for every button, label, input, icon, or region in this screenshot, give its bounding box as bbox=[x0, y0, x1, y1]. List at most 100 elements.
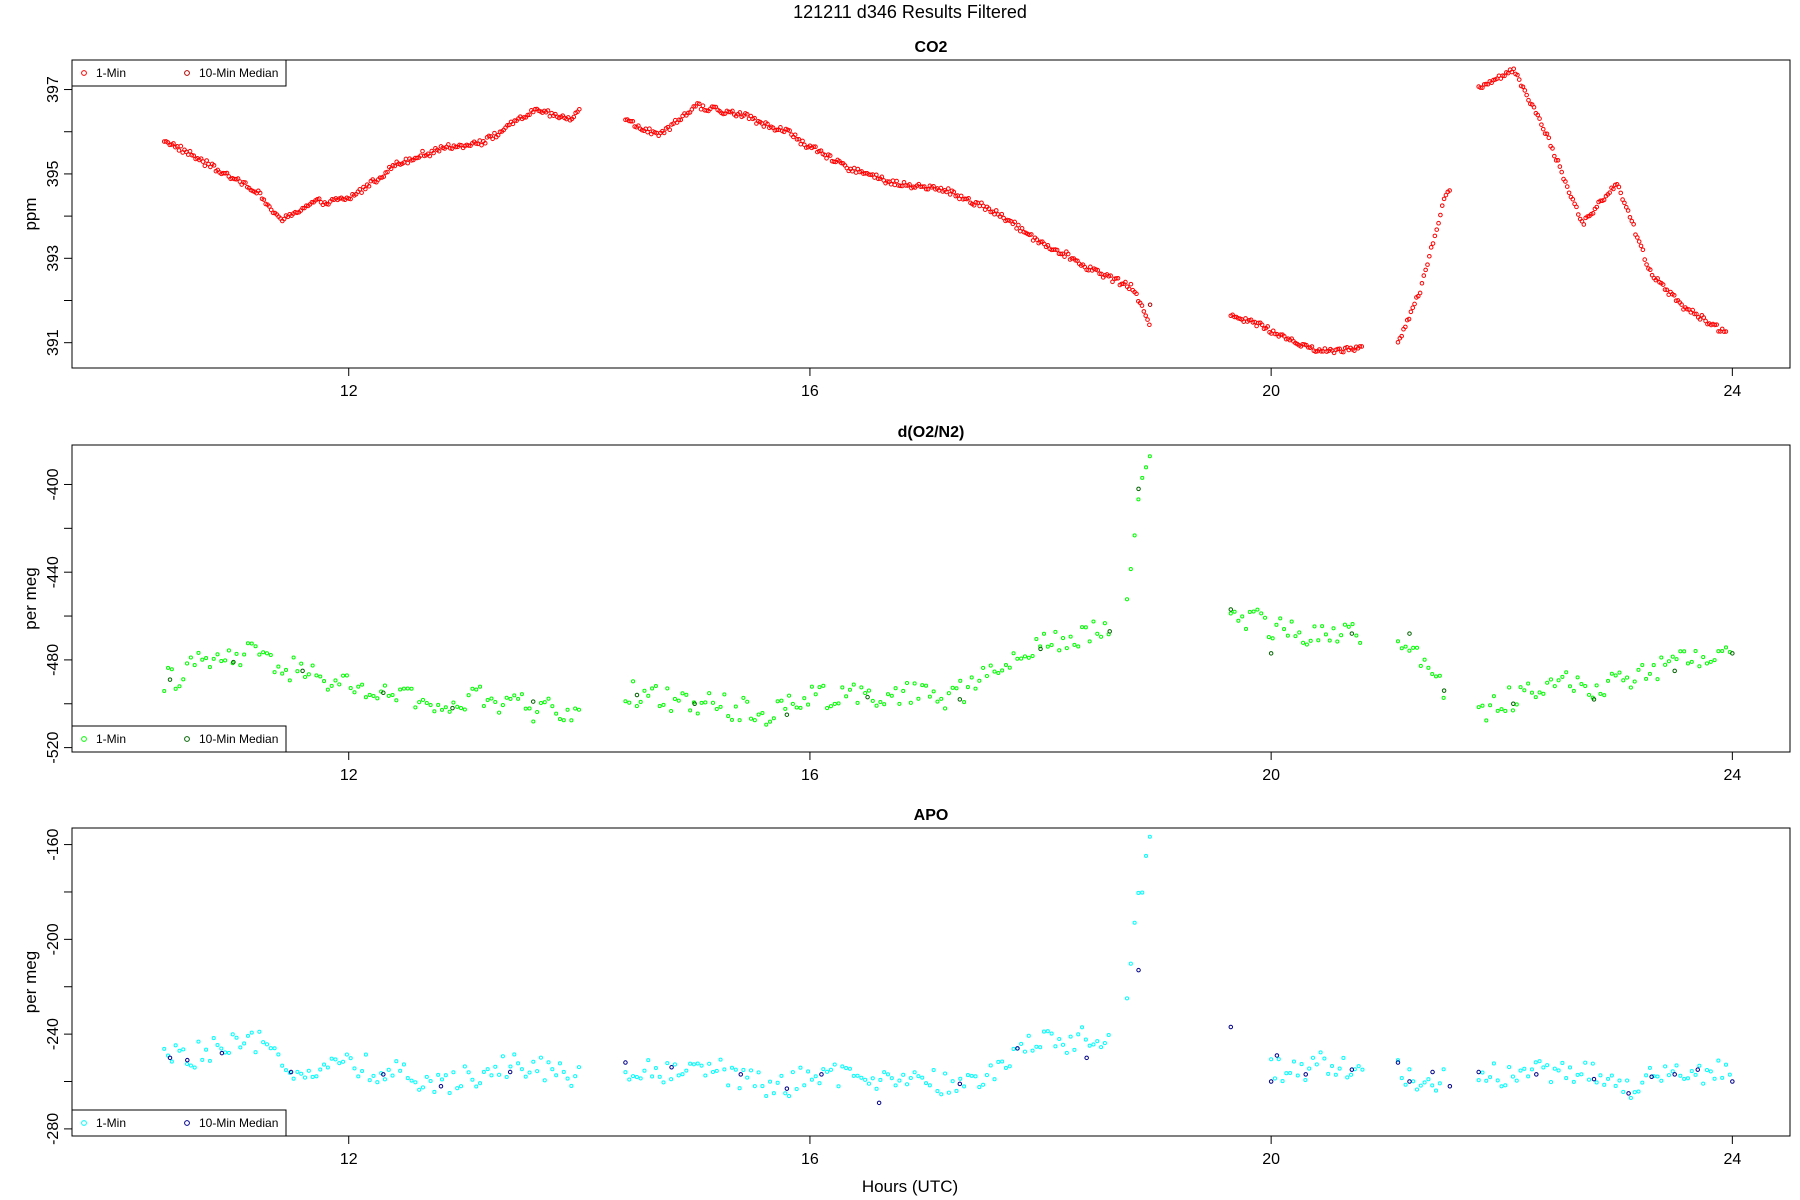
one-min-point bbox=[908, 700, 913, 705]
one-min-point bbox=[341, 1059, 346, 1064]
one-min-point bbox=[1147, 322, 1152, 328]
one-min-point bbox=[665, 1061, 670, 1066]
legend-label: 10-Min Median bbox=[199, 732, 278, 746]
one-min-point bbox=[478, 1081, 483, 1086]
one-min-point bbox=[779, 1073, 784, 1078]
one-min-point bbox=[1076, 644, 1081, 649]
one-min-point bbox=[1571, 688, 1576, 693]
median-point bbox=[1695, 1067, 1701, 1072]
median-point bbox=[634, 692, 640, 698]
one-min-point bbox=[897, 1078, 902, 1083]
one-min-point bbox=[516, 1061, 521, 1066]
one-min-point bbox=[1282, 627, 1287, 632]
one-min-point bbox=[388, 166, 394, 172]
one-min-point bbox=[200, 1057, 205, 1062]
one-min-point bbox=[1586, 692, 1592, 697]
one-min-point bbox=[1034, 237, 1040, 242]
one-min-point bbox=[398, 687, 403, 692]
one-min-point bbox=[1570, 196, 1576, 202]
one-min-point bbox=[1076, 1032, 1081, 1037]
one-min-point bbox=[778, 125, 783, 130]
one-min-point bbox=[650, 686, 655, 691]
chart-panel-1: CO2 ppm 12 16 20 24 391 393 395 397 1-Min 10-Min Me… bbox=[21, 39, 1791, 400]
median-point bbox=[381, 1072, 386, 1077]
one-min-point bbox=[382, 1077, 387, 1082]
one-min-point bbox=[1583, 683, 1588, 689]
one-min-point bbox=[1571, 1079, 1576, 1084]
one-min-point bbox=[363, 1052, 368, 1057]
one-min-point bbox=[1510, 708, 1515, 713]
one-min-point bbox=[1720, 648, 1725, 654]
one-min-point bbox=[1418, 1083, 1423, 1088]
one-min-point bbox=[667, 127, 673, 133]
one-min-point bbox=[1348, 1072, 1354, 1077]
one-min-point bbox=[243, 180, 248, 185]
one-min-point bbox=[1128, 567, 1133, 572]
one-min-point bbox=[466, 693, 471, 698]
one-min-point bbox=[1003, 1065, 1008, 1071]
one-min-point bbox=[1019, 226, 1025, 231]
one-min-point bbox=[1522, 688, 1527, 693]
one-min-point bbox=[446, 142, 451, 147]
one-min-point bbox=[505, 123, 510, 128]
one-min-point bbox=[794, 1086, 799, 1092]
one-min-point bbox=[1147, 834, 1152, 839]
one-min-point bbox=[1136, 890, 1141, 896]
median-point bbox=[1447, 1083, 1453, 1089]
one-min-point bbox=[1690, 307, 1695, 313]
one-min-point bbox=[1143, 465, 1149, 470]
one-min-point bbox=[1488, 1075, 1493, 1080]
one-min-point bbox=[390, 1073, 395, 1078]
one-min-point bbox=[1251, 609, 1256, 614]
median-point bbox=[167, 1055, 173, 1061]
one-min-point bbox=[1533, 695, 1538, 700]
one-min-point bbox=[1659, 1078, 1664, 1083]
one-min-point bbox=[1640, 662, 1645, 668]
median-point bbox=[865, 694, 870, 700]
one-min-point bbox=[1436, 220, 1441, 226]
one-min-point bbox=[811, 144, 816, 150]
median-point bbox=[1626, 1091, 1631, 1096]
one-min-point bbox=[276, 1052, 281, 1057]
one-min-point bbox=[405, 1076, 410, 1081]
one-min-point bbox=[688, 1061, 693, 1066]
one-min-point bbox=[474, 687, 479, 692]
one-min-point bbox=[1000, 1059, 1005, 1064]
one-min-point bbox=[1314, 1062, 1319, 1067]
one-min-point bbox=[211, 1036, 216, 1041]
one-min-point bbox=[901, 688, 906, 693]
one-min-point bbox=[1318, 349, 1324, 354]
one-min-point bbox=[280, 1063, 285, 1068]
x-tick-label: 20 bbox=[1262, 383, 1280, 400]
one-min-point bbox=[1022, 654, 1028, 659]
one-min-point bbox=[1689, 1069, 1694, 1074]
one-min-point bbox=[874, 703, 879, 708]
one-min-point bbox=[270, 210, 276, 216]
one-min-point bbox=[1507, 1065, 1512, 1070]
one-min-point bbox=[531, 719, 536, 724]
one-min-point bbox=[1143, 313, 1148, 318]
one-min-point bbox=[1240, 614, 1245, 619]
legend-label: 1-Min bbox=[96, 1116, 126, 1130]
x-tick-label: 12 bbox=[340, 383, 358, 400]
one-min-point bbox=[893, 1083, 898, 1088]
one-min-point bbox=[878, 700, 883, 705]
one-min-point bbox=[748, 716, 754, 721]
y-tick-label: -520 bbox=[45, 732, 62, 764]
one-min-point bbox=[573, 1074, 578, 1079]
one-min-point bbox=[1430, 671, 1435, 677]
one-min-point bbox=[1576, 212, 1581, 217]
one-min-point bbox=[700, 103, 706, 109]
one-min-point bbox=[1099, 271, 1104, 277]
one-min-point bbox=[523, 1074, 528, 1079]
one-min-point bbox=[1052, 247, 1058, 252]
one-min-point bbox=[1308, 638, 1313, 643]
one-min-point bbox=[669, 708, 674, 714]
one-min-point bbox=[200, 657, 205, 662]
one-min-point bbox=[1297, 630, 1302, 635]
one-min-point bbox=[1712, 658, 1717, 663]
one-min-point bbox=[818, 148, 824, 153]
one-min-point bbox=[287, 678, 292, 683]
one-min-point bbox=[1548, 1080, 1554, 1085]
one-min-point bbox=[1014, 226, 1019, 231]
